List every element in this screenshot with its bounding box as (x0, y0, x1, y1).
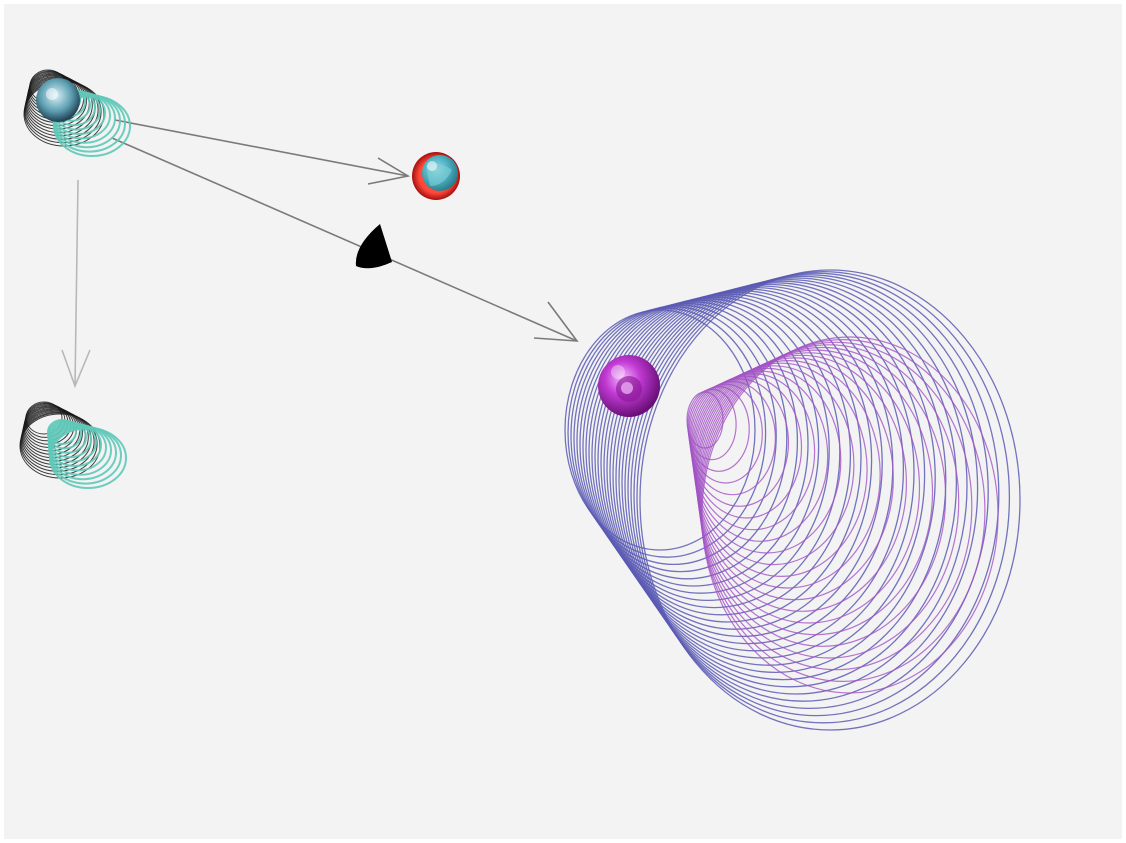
large-shell-ring-inner (698, 346, 947, 647)
arrowhead-large-shell (533, 301, 579, 342)
arrow-to-large-shell (111, 137, 578, 342)
arrowhead-red-sphere (367, 157, 411, 185)
large-shell-ring-outer (627, 275, 979, 702)
large-shell-ring-outer (633, 272, 1000, 717)
arrow-to-down-shell (74, 179, 79, 387)
large-shell-ring-inner (693, 365, 855, 566)
large-shell-ring-outer (612, 283, 926, 666)
down-wireframe-shell (19, 401, 127, 489)
source-core-sphere (36, 78, 80, 122)
large-shell-ring-inner (695, 359, 881, 589)
connector-arrows (61, 119, 579, 389)
red-sphere (412, 152, 460, 200)
large-shell-ring-inner (692, 367, 842, 554)
large-shell-ring-outer (636, 270, 1011, 724)
arrow-to-red-sphere (114, 119, 409, 177)
shell-ring-teal (53, 95, 131, 157)
background-panel (4, 4, 1122, 839)
large-shell-ring-inner (701, 336, 999, 694)
large-shell-ring-inner (699, 341, 973, 671)
large-shell-ring-outer (630, 274, 989, 710)
magenta-sphere (598, 355, 660, 417)
black-cone-marker (355, 224, 392, 269)
large-shell-ring-outer (639, 269, 1021, 731)
large-shell-ring-inner (700, 339, 986, 682)
large-shell-ring-inner (697, 352, 921, 624)
large-wireframe-shell (564, 269, 1021, 731)
large-shell-ring-inner (699, 344, 960, 659)
large-shell-ring-inner (694, 362, 868, 577)
large-shell-ring-inner (697, 349, 934, 636)
large-shell-ring-outer (615, 282, 936, 674)
large-shell-ring-outer (624, 277, 968, 695)
arrowhead-down-shell (61, 349, 91, 389)
large-shell-ring-inner (696, 354, 907, 612)
shell-ring-teal (49, 427, 127, 489)
large-shell-ring-inner (695, 357, 894, 601)
large-shell-ring-outer (621, 278, 958, 688)
large-shell-ring-outer (618, 280, 947, 681)
